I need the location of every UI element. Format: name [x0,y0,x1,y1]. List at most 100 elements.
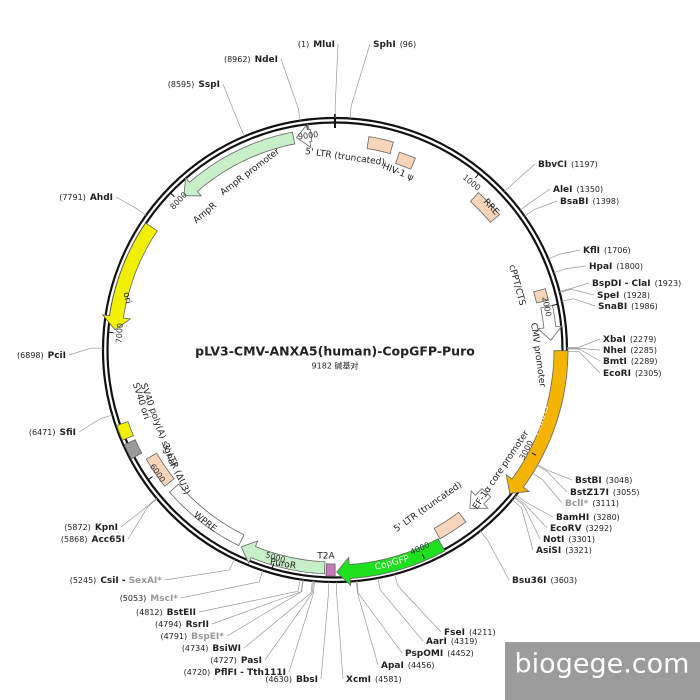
site-label: (6898) PciI [17,351,66,361]
site-label: (4812) BstEII [136,608,196,618]
feature-label: AmpR [192,201,219,226]
site-label: BmtI (2289) [603,357,658,367]
site-label: AsiSI (3321) [536,546,592,556]
site-leader [566,348,601,362]
site-label: Bsu36I (3603) [512,576,577,586]
tick-mark [170,192,175,198]
site-leader [566,351,601,374]
site-name: PciI [48,351,66,361]
site-name: PflFI - Tth111I [214,668,286,678]
site-label: BstZ17I (3055) [570,488,640,498]
site-leader [226,579,304,637]
site-leader [222,83,245,137]
feature-box [325,563,336,577]
feature-arrow [536,304,563,341]
site-leader [559,282,590,292]
feature-box [366,136,394,155]
tick-label: 1000 [461,173,482,193]
site-leader [164,559,235,581]
site-label: (1) MluI [298,40,335,50]
site-leader [524,200,558,217]
site-name: MscI* [150,594,178,604]
site-name: PasI [241,656,262,666]
feature-arrow [240,540,326,575]
site-position: (8962) [224,55,251,64]
site-label: (4720) PflFI - Tth111I [184,668,286,678]
site-position: (3603) [551,576,578,585]
feature-box [116,421,134,441]
site-leader [479,530,510,581]
site-name: XcmI [346,675,371,685]
site-position: (4452) [447,649,474,658]
site-label: BstBI (3048) [575,476,632,486]
site-position: (3111) [592,499,619,508]
site-leader [559,288,595,296]
site-label: SnaBI (1986) [598,302,658,312]
site-label: (4727) PasI [210,656,262,666]
site-leader [536,464,568,493]
site-name: Acc65I [91,535,125,545]
site-name: BclI* [565,499,589,509]
site-position: (1706) [604,246,631,255]
site-leader [78,414,113,433]
tick-mark [148,476,153,480]
site-name: BamHI [556,513,589,523]
site-label: ApaI (4456) [381,661,434,671]
site-leader [531,472,563,504]
site-label: (4791) BspEI* [161,632,225,642]
site-name: SfiI [59,428,76,438]
site-labels: (1) MluI SphI (96) (8962) NdeI (8595) SspI (7791… [17,40,681,685]
site-position: (6898) [17,351,44,360]
site-position: (6471) [29,428,56,437]
feature-arrow [183,131,296,197]
site-position: (1923) [655,279,682,288]
tick-mark [552,303,558,306]
site-leader [377,577,424,642]
site-leader [288,581,315,673]
site-label: BamHI (3280) [556,513,620,523]
feature-box [395,151,416,170]
site-leader [566,347,601,351]
site-position: (8595) [168,80,195,89]
site-position: (4456) [408,661,435,670]
site-position: (4720) [184,668,211,677]
site-label: FseI (4211) [444,628,496,638]
site-name: SspI [198,80,220,90]
site-leader [514,495,548,529]
site-position: (1800) [616,262,643,271]
site-leader [127,498,158,540]
site-label: KflI (1706) [583,246,631,256]
feature-label: 5' LTR (truncated) [304,147,385,168]
feature-box [469,192,501,223]
feature-arrow [336,538,446,587]
site-position: (3055) [613,488,640,497]
site-position: (4581) [375,675,402,684]
feature-box [169,483,245,547]
site-position: (7791) [59,193,86,202]
site-label: XbaI (2279) [603,335,656,345]
site-label: XcmI (4581) [346,675,402,685]
site-leader [536,463,573,481]
site-name: BmtI [603,357,627,367]
site-leader [513,497,541,540]
watermark: biogege.com [515,649,690,680]
site-leader [394,574,442,633]
site-label: NheI (2285) [603,346,657,356]
feature-box [145,452,175,487]
site-position: (4319) [451,637,478,646]
feature-label: T2A [316,552,335,562]
feature-box [123,439,143,460]
feature-arrow [469,487,492,509]
site-name: SphI [373,40,396,50]
tick-mark [271,563,275,569]
site-label: BbvCI (1197) [538,160,598,170]
feature-label: ori [120,291,132,305]
site-label: SpeI (1928) [597,291,650,301]
site-label: (7791) AhdI [59,193,113,203]
site-label: HpaI (1800) [589,262,643,272]
site-position: (4812) [136,608,163,617]
map-size: 9182 碱基对 [312,361,359,371]
site-name: SpeI [597,291,619,301]
site-label: BclI* (3111) [565,499,619,509]
site-name: AhdI [90,193,113,203]
